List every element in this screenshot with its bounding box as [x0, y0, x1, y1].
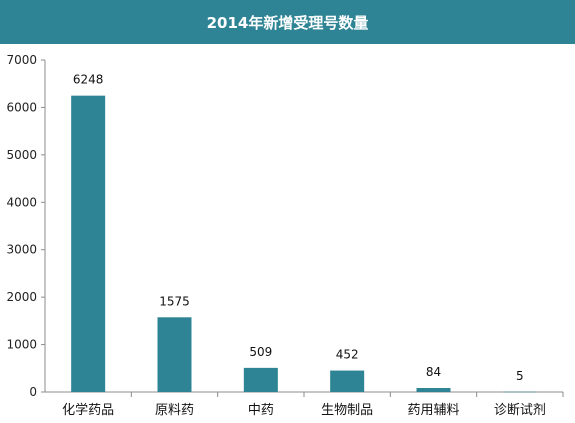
- bar: [502, 391, 537, 393]
- data-label: 1575: [159, 294, 190, 308]
- x-category-label: 诊断试剂: [494, 403, 546, 418]
- data-label: 84: [426, 365, 441, 379]
- y-tick-label: 0: [29, 385, 37, 399]
- y-tick-label: 1000: [6, 338, 37, 352]
- y-tick-label: 2000: [6, 290, 37, 304]
- y-tick-label: 7000: [6, 53, 37, 67]
- data-label: 5: [516, 369, 524, 383]
- y-tick-label: 3000: [6, 243, 37, 257]
- x-category-label: 生物制品: [321, 403, 373, 418]
- x-category-label: 化学药品: [62, 402, 114, 418]
- y-tick-label: 4000: [6, 195, 37, 209]
- chart-title: 2014年新增受理号数量: [206, 13, 369, 32]
- bar: [157, 317, 192, 392]
- data-label: 509: [249, 345, 272, 359]
- bar: [330, 370, 365, 392]
- x-category-label: 中药: [248, 403, 274, 418]
- bar: [71, 95, 106, 392]
- bar: [416, 388, 451, 392]
- x-category-label: 原料药: [155, 403, 194, 418]
- bar: [243, 367, 278, 392]
- data-label: 6248: [73, 73, 104, 87]
- data-label: 452: [336, 348, 359, 362]
- y-tick-label: 6000: [6, 100, 37, 114]
- chart-title-bar: 2014年新增受理号数量: [0, 0, 575, 44]
- y-tick-label: 5000: [6, 148, 37, 162]
- x-category-label: 药用辅料: [407, 403, 459, 418]
